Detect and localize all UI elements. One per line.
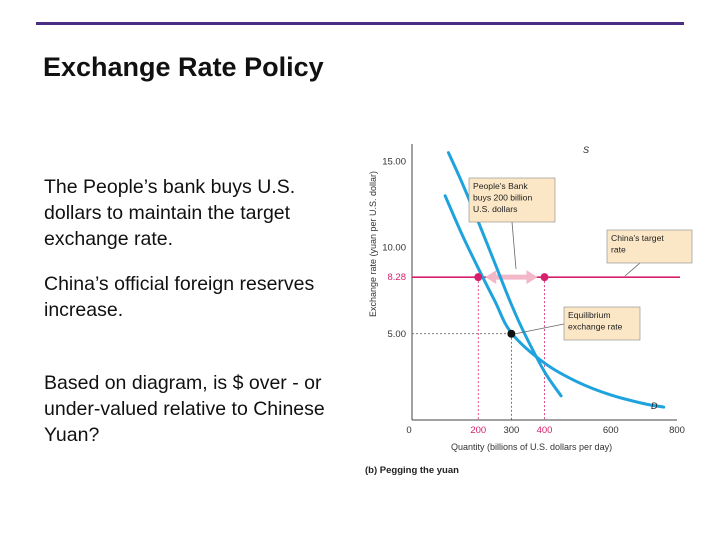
x-tick-label-5: 800 (669, 425, 685, 436)
point-0 (474, 273, 483, 282)
bullet-bank-buys-dollars: The People’s bank buys U.S. dollars to m… (44, 176, 296, 250)
bullet-question: Based on diagram, is $ over - or under-v… (44, 372, 325, 446)
annotation-bank-line-1: buys 200 billion (473, 193, 532, 203)
x-tick-label-0: 0 (406, 425, 411, 436)
title-rule (36, 22, 684, 25)
point-1 (540, 273, 549, 282)
curve-d (443, 194, 666, 409)
demand-curve-label: D (651, 401, 658, 411)
annotation-bank-line-2: U.S. dollars (473, 204, 517, 214)
leader-equilibrium (515, 323, 565, 335)
annotation-target-line-0: China's target (611, 233, 664, 243)
annotation-box-bank (468, 177, 556, 223)
x-tick-label-2: 300 (503, 425, 519, 436)
y-tick-label-0: 5.00 (388, 329, 407, 340)
chart-caption: (b) Pegging the yuan (365, 465, 459, 476)
annotation-box-target (606, 229, 693, 264)
point-2 (507, 329, 516, 338)
supply-curve-label: S (583, 145, 589, 155)
x-tick-label-3: 400 (537, 425, 553, 436)
annotation-target-line-1: rate (611, 245, 626, 255)
surplus-arrow-left-head (485, 270, 497, 285)
y-tick-label-2: 10.00 (382, 243, 406, 254)
annotation-box-equilibrium (563, 306, 641, 341)
y-tick-label-1: 8.28 (388, 272, 407, 283)
x-tick-label-4: 600 (603, 425, 619, 436)
annotation-bank-line-0: People's Bank (473, 181, 528, 191)
x-axis-title: Quantity (billions of U.S. dollars per d… (451, 442, 612, 452)
x-tick-label-1: 200 (470, 425, 486, 436)
chart-svg: S D 5.00 8.28 10.00 15.00 0 200 300 400 600 800 Quan… (365, 144, 693, 476)
annotation-equilibrium-line-0: Equilibrium (568, 310, 611, 320)
leader-target (624, 262, 641, 277)
y-axis-title: Exchange rate (yuan per U.S. dollar) (368, 171, 378, 317)
annotation-equilibrium-line-1: exchange rate (568, 322, 623, 332)
bullet-reserves-increase: China’s official foreign reserves increa… (44, 273, 315, 321)
surplus-arrow-right-head (526, 270, 538, 285)
slide-title: Exchange Rate Policy (43, 52, 324, 82)
curve-s (446, 151, 563, 398)
y-tick-label-3: 15.00 (382, 156, 406, 167)
leader-bank (511, 221, 517, 270)
pegging-yuan-chart: S D 5.00 8.28 10.00 15.00 0 200 300 400 600 800 Quan… (355, 132, 710, 482)
